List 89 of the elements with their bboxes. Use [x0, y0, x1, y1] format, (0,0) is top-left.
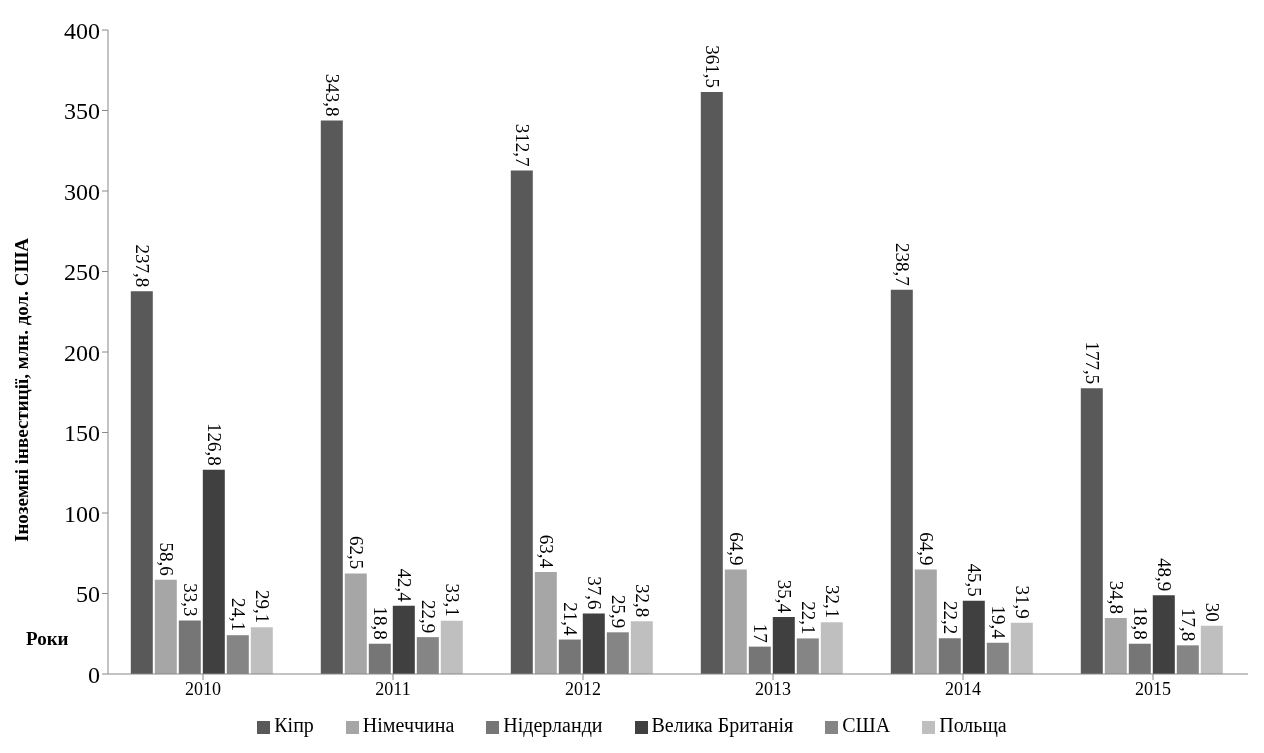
- bar: [154, 579, 177, 674]
- y-tick-label: 300: [64, 178, 100, 205]
- bar: [1200, 625, 1223, 674]
- data-label: 25,9: [607, 595, 629, 629]
- x-tick-label: 2011: [375, 678, 411, 699]
- data-label: 126,8: [203, 423, 225, 466]
- bar: [1080, 388, 1103, 674]
- data-label: 35,4: [773, 579, 795, 614]
- bar: [820, 622, 843, 674]
- data-label: 32,8: [631, 583, 653, 618]
- data-label: 177,5: [1081, 341, 1103, 385]
- bar: [368, 643, 391, 674]
- bar: [1128, 643, 1151, 674]
- y-axis-title: Іноземні інвестиції, млн. дол. США: [10, 237, 32, 542]
- data-label: 64,9: [725, 532, 747, 566]
- bar: [510, 170, 533, 674]
- bar: [914, 569, 937, 674]
- data-label: 34,8: [1105, 580, 1127, 614]
- y-tick-label: 0: [88, 661, 100, 688]
- data-label: 24,1: [227, 597, 249, 632]
- x-tick-label: 2010: [185, 678, 221, 699]
- x-tick-label: 2013: [755, 678, 791, 699]
- bar: [534, 571, 557, 674]
- data-label: 17: [749, 623, 771, 643]
- data-label: 31,9: [1011, 585, 1033, 619]
- bar: [938, 638, 961, 674]
- data-label: 238,7: [891, 242, 913, 286]
- x-tick-label: 2015: [1135, 678, 1171, 699]
- bar: [1104, 617, 1127, 674]
- bar: [130, 291, 153, 674]
- data-label: 17,8: [1177, 608, 1199, 642]
- data-label: 21,4: [559, 602, 581, 637]
- legend-label: Нідерланди: [503, 714, 603, 736]
- bar: [724, 569, 747, 674]
- bar: [582, 613, 605, 674]
- data-label: 32,1: [821, 585, 843, 619]
- legend-label: Кіпр: [274, 714, 314, 736]
- data-label: 62,5: [345, 536, 367, 570]
- bar: [440, 620, 463, 674]
- data-label: 29,1: [251, 589, 273, 624]
- bar: [1152, 595, 1175, 674]
- y-tick-label: 200: [64, 339, 100, 366]
- data-label: 361,5: [701, 45, 723, 88]
- data-label: 45,5: [963, 563, 985, 597]
- x-tick-label: 2012: [565, 678, 601, 699]
- data-label: 19,4: [987, 605, 1009, 640]
- data-label: 30: [1201, 602, 1223, 622]
- data-label: 18,8: [369, 606, 391, 640]
- data-label: 312,7: [511, 123, 533, 167]
- legend-label: Польща: [939, 714, 1007, 736]
- legend-label: Велика Британія: [651, 714, 794, 736]
- bar: [202, 469, 225, 674]
- data-label: 22,1: [797, 601, 819, 635]
- y-tick-label: 350: [64, 98, 100, 125]
- x-tick-label: 2014: [945, 678, 981, 699]
- data-label: 42,4: [393, 568, 415, 603]
- bar: [772, 617, 795, 674]
- data-label: 37,6: [583, 576, 605, 610]
- data-label: 64,9: [915, 532, 937, 566]
- data-label: 48,9: [1153, 558, 1175, 592]
- data-label: 237,8: [131, 244, 153, 288]
- y-tick-label: 100: [64, 500, 100, 527]
- bar: [558, 639, 581, 674]
- bar: [748, 646, 771, 674]
- data-label: 33,1: [441, 583, 463, 617]
- data-label: 63,4: [535, 534, 557, 569]
- y-tick-label: 250: [64, 259, 100, 286]
- bar: [178, 620, 201, 674]
- bar: [392, 605, 415, 674]
- x-axis-title: Роки: [26, 628, 69, 650]
- data-label: 18,8: [1129, 606, 1151, 640]
- y-tick-label: 150: [64, 420, 100, 447]
- legend-label: Німеччина: [362, 714, 455, 736]
- bar: [250, 627, 273, 674]
- y-tick-label: 50: [76, 581, 100, 608]
- bar: [630, 621, 653, 674]
- data-label: 343,8: [321, 73, 343, 117]
- bar: [700, 91, 723, 674]
- bar: [1010, 622, 1033, 674]
- bar: [320, 120, 343, 674]
- bar: [962, 600, 985, 674]
- data-label: 58,6: [155, 542, 177, 576]
- bar: [344, 573, 367, 674]
- y-tick-label: 400: [64, 17, 100, 44]
- legend-label: США: [842, 714, 891, 736]
- data-label: 33,3: [179, 583, 201, 617]
- data-label: 22,2: [939, 601, 961, 635]
- bar: [890, 289, 913, 674]
- data-label: 22,9: [417, 599, 439, 634]
